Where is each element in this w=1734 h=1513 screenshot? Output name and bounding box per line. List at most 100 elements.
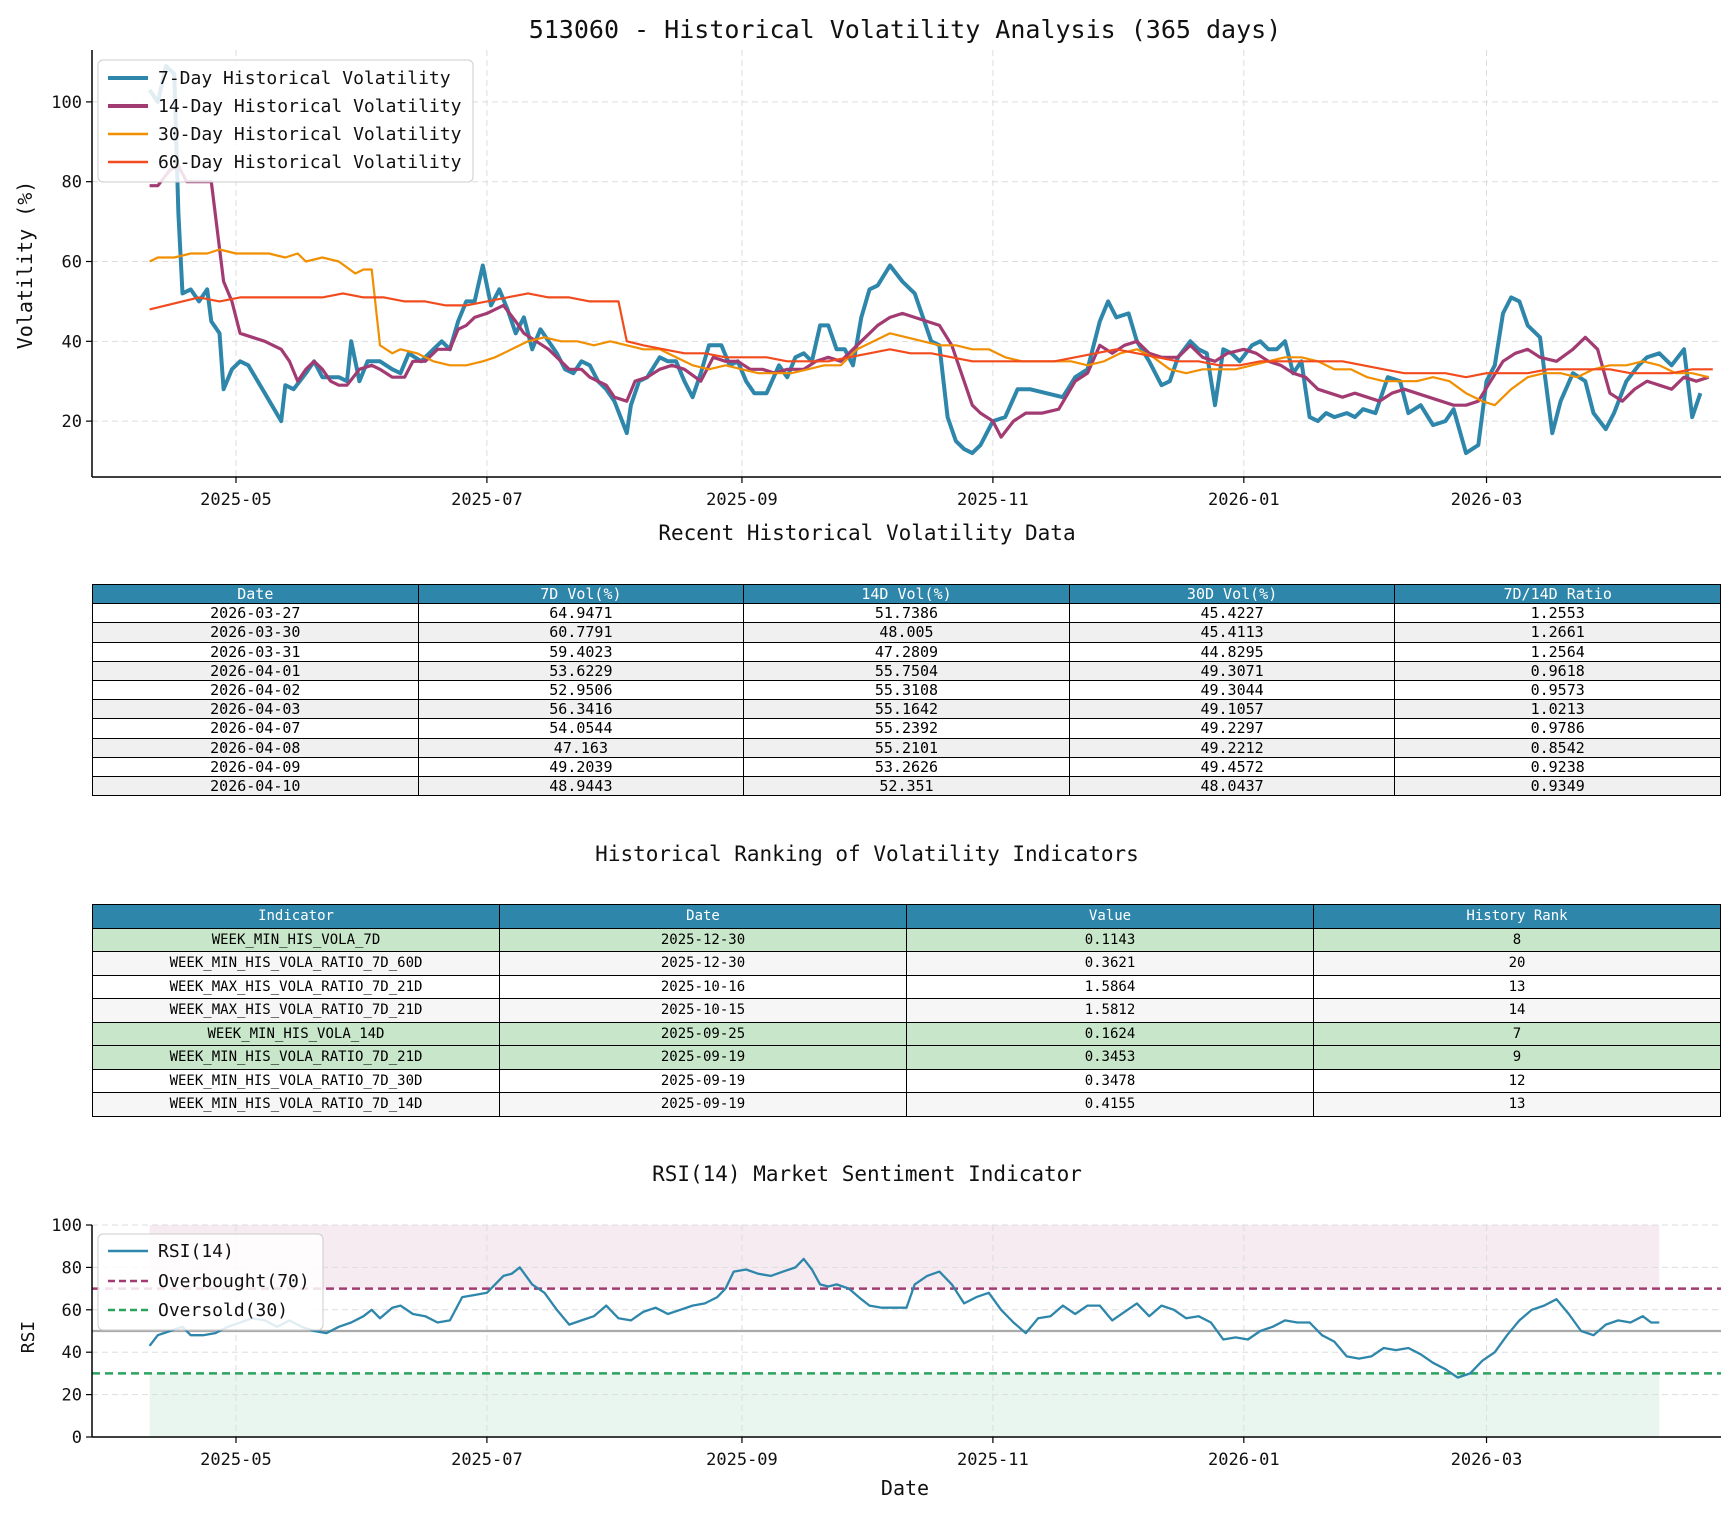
y-tick-label: 80	[62, 173, 82, 193]
hv-cell: 2026-03-27	[92, 603, 419, 624]
y-tick-label: 20	[62, 412, 82, 432]
rsi-reference-lines	[92, 1287, 1721, 1375]
volatility-lines	[147, 64, 1713, 456]
x-tick-label: 2025-09	[706, 1450, 778, 1470]
rank-row: WEEK_MIN_HIS_VOLA_RATIO_7D_30D 2025-09-19…	[92, 1068, 1721, 1093]
hv-cell: 56.3416	[417, 699, 745, 720]
rsi-legend: RSI(14) Overbought(70) Oversold(30)	[97, 1233, 324, 1331]
legend-30day: 30-Day Historical Volatility	[158, 124, 462, 145]
rank-cell: WEEK_MIN_HIS_VOLA_RATIO_7D_60D	[92, 951, 500, 976]
rank-col-rank: History Rank	[1313, 904, 1721, 929]
hv-cell: 49.3071	[1068, 660, 1396, 681]
rank-cell: 0.1624	[906, 1021, 1314, 1046]
hv-row: 2026-04-02 52.9506 55.3108 49.3044 0.9573	[92, 679, 1721, 701]
hv-cell: 0.9618	[1394, 660, 1721, 681]
hv-cell: 1.2661	[1394, 622, 1721, 643]
legend-14day: 14-Day Historical Volatility	[158, 96, 462, 117]
series-line	[149, 292, 1713, 379]
rank-col-date: Date	[499, 904, 907, 929]
hv-cell: 2026-04-07	[92, 718, 419, 739]
rank-row: WEEK_MIN_HIS_VOLA_RATIO_7D_21D 2025-09-19…	[92, 1045, 1721, 1070]
hv-row: 2026-04-07 54.0544 55.2392 49.2297 0.9786	[92, 718, 1721, 739]
hv-row: 2026-03-27 64.9471 51.7386 45.4227 1.2553	[92, 603, 1721, 624]
hv-cell: 49.1057	[1068, 699, 1396, 720]
hv-cell: 2026-04-01	[92, 660, 419, 681]
volatility-axes: 20 40 60 80 100 2025-05 2025-07 2025-09 2025-11 2…	[51, 50, 1721, 510]
rank-row: WEEK_MAX_HIS_VOLA_RATIO_7D_21D 2025-10-15…	[92, 998, 1721, 1023]
hv-row: 2026-04-08 47.163 55.2101 49.2212 0.8542	[92, 737, 1721, 758]
hv-cell: 53.6229	[417, 660, 745, 681]
rank-cell: 2025-09-19	[499, 1092, 907, 1117]
rank-cell: 2025-10-16	[499, 974, 907, 999]
rank-header-row: Indicator Date Value History Rank	[92, 904, 1721, 929]
hv-cell: 55.1642	[743, 699, 1070, 720]
x-tick-label: 2026-01	[1208, 490, 1280, 510]
rank-row: WEEK_MIN_HIS_VOLA_14D 2025-09-25 0.1624 7	[92, 1021, 1721, 1046]
hv-cell: 1.2564	[1394, 641, 1721, 662]
rank-cell: 0.1143	[906, 927, 1314, 952]
hv-cell: 49.4572	[1068, 756, 1396, 777]
legend-rsi: RSI(14)	[158, 1241, 234, 1262]
x-tick-label: 2026-03	[1451, 1450, 1523, 1470]
y-tick-label: 0	[72, 1428, 82, 1448]
x-tick-label: 2025-05	[200, 490, 272, 510]
hv-cell: 49.3044	[1068, 679, 1396, 701]
rank-row: WEEK_MIN_HIS_VOLA_7D 2025-12-30 0.1143 8	[92, 927, 1721, 952]
x-tick-label: 2025-07	[451, 490, 523, 510]
hv-col-date: Date	[92, 583, 419, 605]
rank-cell: WEEK_MIN_HIS_VOLA_RATIO_7D_14D	[92, 1092, 500, 1117]
rsi-zones	[149, 1225, 1660, 1437]
hv-row: 2026-04-09 49.2039 53.2626 49.4572 0.9238	[92, 756, 1721, 777]
legend-60day: 60-Day Historical Volatility	[158, 152, 462, 173]
hv-header-row: Date 7D Vol(%) 14D Vol(%) 30D Vol(%) 7D/…	[92, 583, 1721, 605]
hv-cell: 2026-04-02	[92, 679, 419, 701]
hv-cell: 55.2101	[743, 737, 1070, 758]
rsi-axes: 0 20 40 60 80 100 2025-05 2025-07 2025-09 2025-11…	[51, 1216, 1721, 1470]
hv-cell: 0.8542	[1394, 737, 1721, 758]
hv-cell: 0.9573	[1394, 679, 1721, 701]
rsi-x-axis-label: Date	[881, 1476, 929, 1500]
hv-cell: 0.9238	[1394, 756, 1721, 777]
series-line	[149, 248, 1709, 407]
x-tick-label: 2025-07	[451, 1450, 523, 1470]
hv-row: 2026-04-03 56.3416 55.1642 49.1057 1.0213	[92, 699, 1721, 720]
hv-row: 2026-04-10 48.9443 52.351 48.0437 0.9349	[92, 775, 1721, 797]
series-line	[147, 64, 1703, 456]
hv-cell: 55.7504	[743, 660, 1070, 681]
series-line	[148, 1257, 1660, 1379]
hv-row: 2026-03-30 60.7791 48.005 45.4113 1.2661	[92, 622, 1721, 643]
rank-cell: 2025-09-19	[499, 1068, 907, 1093]
y-tick-label: 60	[62, 253, 82, 273]
rank-cell: 1.5812	[906, 998, 1314, 1023]
hv-cell: 45.4227	[1068, 603, 1396, 624]
rank-cell: WEEK_MAX_HIS_VOLA_RATIO_7D_21D	[92, 974, 500, 999]
hv-cell: 52.9506	[417, 679, 745, 701]
hv-cell: 1.0213	[1394, 699, 1721, 720]
hv-cell: 53.2626	[743, 756, 1070, 777]
overbought-zone	[149, 1225, 1660, 1289]
hv-cell: 0.9349	[1394, 775, 1721, 797]
rank-row: WEEK_MIN_HIS_VOLA_RATIO_7D_60D 2025-12-30…	[92, 951, 1721, 976]
y-tick-label: 100	[51, 93, 82, 113]
hv-col-ratio: 7D/14D Ratio	[1394, 583, 1721, 605]
rank-cell: 1.5864	[906, 974, 1314, 999]
rank-cell: 2025-12-30	[499, 951, 907, 976]
y-tick-label: 80	[62, 1258, 82, 1278]
rsi-title: RSI(14) Market Sentiment Indicator	[652, 1162, 1082, 1186]
hv-cell: 2026-04-10	[92, 775, 419, 797]
x-tick-label: 2026-03	[1451, 490, 1523, 510]
volatility-chart-title: 513060 - Historical Volatility Analysis …	[529, 15, 1282, 44]
y-tick-label: 40	[62, 1343, 82, 1363]
rank-col-value: Value	[906, 904, 1314, 929]
hv-cell: 2026-03-30	[92, 622, 419, 643]
y-tick-label: 100	[51, 1216, 82, 1236]
rank-cell: 2025-10-15	[499, 998, 907, 1023]
volatility-legend: 7-Day Historical Volatility 14-Day Histo…	[97, 59, 474, 183]
volatility-chart: 513060 - Historical Volatility Analysis …	[13, 15, 1721, 510]
volatility-y-axis-label: Volatility (%)	[13, 181, 37, 350]
rank-row: WEEK_MIN_HIS_VOLA_RATIO_7D_14D 2025-09-19…	[92, 1092, 1721, 1117]
hv-cell: 47.2809	[743, 641, 1070, 662]
rsi-chart: 0 20 40 60 80 100 2025-05 2025-07 2025-09 2025-11…	[18, 1216, 1721, 1500]
y-tick-label: 40	[62, 332, 82, 352]
rsi-lines	[148, 1257, 1660, 1379]
